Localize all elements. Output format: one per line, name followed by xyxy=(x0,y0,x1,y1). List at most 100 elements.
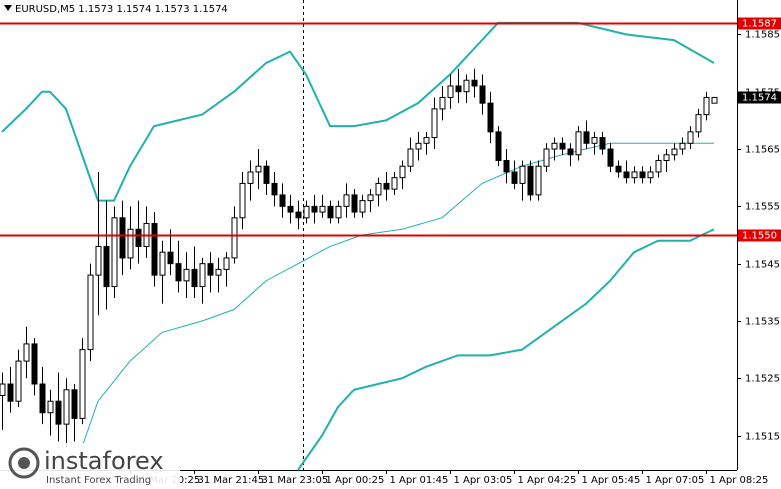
candle-body xyxy=(351,194,358,213)
candle-body xyxy=(319,205,326,213)
candle-body xyxy=(311,205,318,213)
candle-body xyxy=(487,102,494,133)
candle-body xyxy=(215,268,222,276)
candle-body xyxy=(679,142,686,150)
logo-text: instaforex xyxy=(44,447,164,475)
candle-body xyxy=(287,205,294,213)
candle-body xyxy=(239,182,246,219)
candle-body xyxy=(263,165,270,184)
candle-body xyxy=(423,137,430,144)
logo: instaforex Instant Forex Trading xyxy=(0,443,180,489)
x-tick-label: 1 Apr 08:25 xyxy=(710,475,769,486)
candle-body xyxy=(199,263,206,288)
candle-body xyxy=(591,137,598,144)
candle-body xyxy=(0,383,6,396)
candle-body xyxy=(687,131,694,144)
symbol-marker xyxy=(4,5,12,11)
chart-title: EURUSD,M5 1.1573 1.1574 1.1573 1.1574 xyxy=(15,4,228,15)
candle-body xyxy=(359,200,366,213)
candle-body xyxy=(103,245,110,288)
candle-body xyxy=(567,148,574,156)
candle-body xyxy=(39,383,46,414)
candle-body xyxy=(575,131,582,156)
candle-body xyxy=(479,85,486,104)
candle-body xyxy=(559,142,566,150)
candle-body xyxy=(639,171,646,179)
candle-body xyxy=(511,171,518,184)
candle-body xyxy=(495,131,502,161)
candle-body xyxy=(431,108,438,139)
level-label: 1.1550 xyxy=(742,231,777,242)
candle-body xyxy=(615,165,622,173)
y-tick-label: 1.1565 xyxy=(745,145,780,156)
x-tick-label: 1 Apr 04:25 xyxy=(518,475,577,486)
candle-body xyxy=(631,171,638,179)
candle-body xyxy=(191,268,198,288)
candle-body xyxy=(367,194,374,202)
candle-body xyxy=(703,96,710,116)
candle-body xyxy=(503,159,510,173)
candle-body xyxy=(79,349,86,419)
candle-body xyxy=(455,85,462,93)
candle-body xyxy=(527,165,534,196)
y-tick-label: 1.1515 xyxy=(745,432,780,443)
y-tick-label: 1.1545 xyxy=(745,260,780,271)
candle-body xyxy=(695,114,702,133)
candle-body xyxy=(399,165,406,179)
candle-body xyxy=(711,96,718,104)
candle-body xyxy=(119,217,126,259)
y-tick-label: 1.1555 xyxy=(745,202,780,213)
candle-body xyxy=(223,257,230,270)
candle-body xyxy=(31,343,38,385)
candle-body xyxy=(391,177,398,190)
x-tick-label: 1 Apr 01:45 xyxy=(390,475,449,486)
candle-body xyxy=(207,263,214,276)
x-tick-label: 1 Apr 03:05 xyxy=(454,475,513,486)
candle-body xyxy=(551,142,558,150)
candle-body xyxy=(335,205,342,219)
level-label-bg xyxy=(738,17,781,30)
candle-body xyxy=(671,148,678,156)
candle-body xyxy=(543,148,550,167)
y-tick-label: 1.1525 xyxy=(745,374,780,385)
y-tick-label: 1.1535 xyxy=(745,317,780,328)
candle-body xyxy=(375,182,382,196)
x-tick-label: 1 Apr 07:05 xyxy=(646,475,705,486)
candle-body xyxy=(471,79,478,87)
candle-body xyxy=(183,268,190,282)
candle-body xyxy=(599,137,606,150)
candle-body xyxy=(63,389,70,425)
candle-body xyxy=(663,154,670,161)
candle-body xyxy=(439,96,446,110)
candle-body xyxy=(247,171,254,184)
candle-body xyxy=(623,171,630,179)
candle-body xyxy=(407,148,414,167)
candle-body xyxy=(583,131,590,144)
candle-body xyxy=(303,205,310,219)
y-tick-label: 1.1585 xyxy=(745,30,780,41)
x-tick-label: 1 Apr 00:25 xyxy=(326,475,385,486)
candle-body xyxy=(519,165,526,184)
logo-icon xyxy=(8,447,40,479)
candle-body xyxy=(463,79,470,93)
candle-body xyxy=(87,274,94,351)
candle-body xyxy=(383,182,390,190)
candle-body xyxy=(295,211,302,219)
candle-body xyxy=(127,228,134,259)
level-label-bg xyxy=(738,229,781,242)
candle-body xyxy=(271,182,278,196)
candle-body xyxy=(15,360,22,402)
x-tick-label: 31 Mar 23:05 xyxy=(262,475,329,486)
x-tick-label: 31 Mar 21:45 xyxy=(198,475,265,486)
candle-body xyxy=(231,217,238,259)
candle-body xyxy=(655,159,662,173)
candle-body xyxy=(447,85,454,98)
candle-body xyxy=(55,400,62,425)
logo-tagline: Instant Forex Trading xyxy=(46,475,151,486)
plot xyxy=(0,21,718,471)
candle-body xyxy=(159,251,166,276)
logo-icon xyxy=(18,457,30,469)
candle-body xyxy=(255,165,262,173)
candle-body xyxy=(343,194,350,207)
